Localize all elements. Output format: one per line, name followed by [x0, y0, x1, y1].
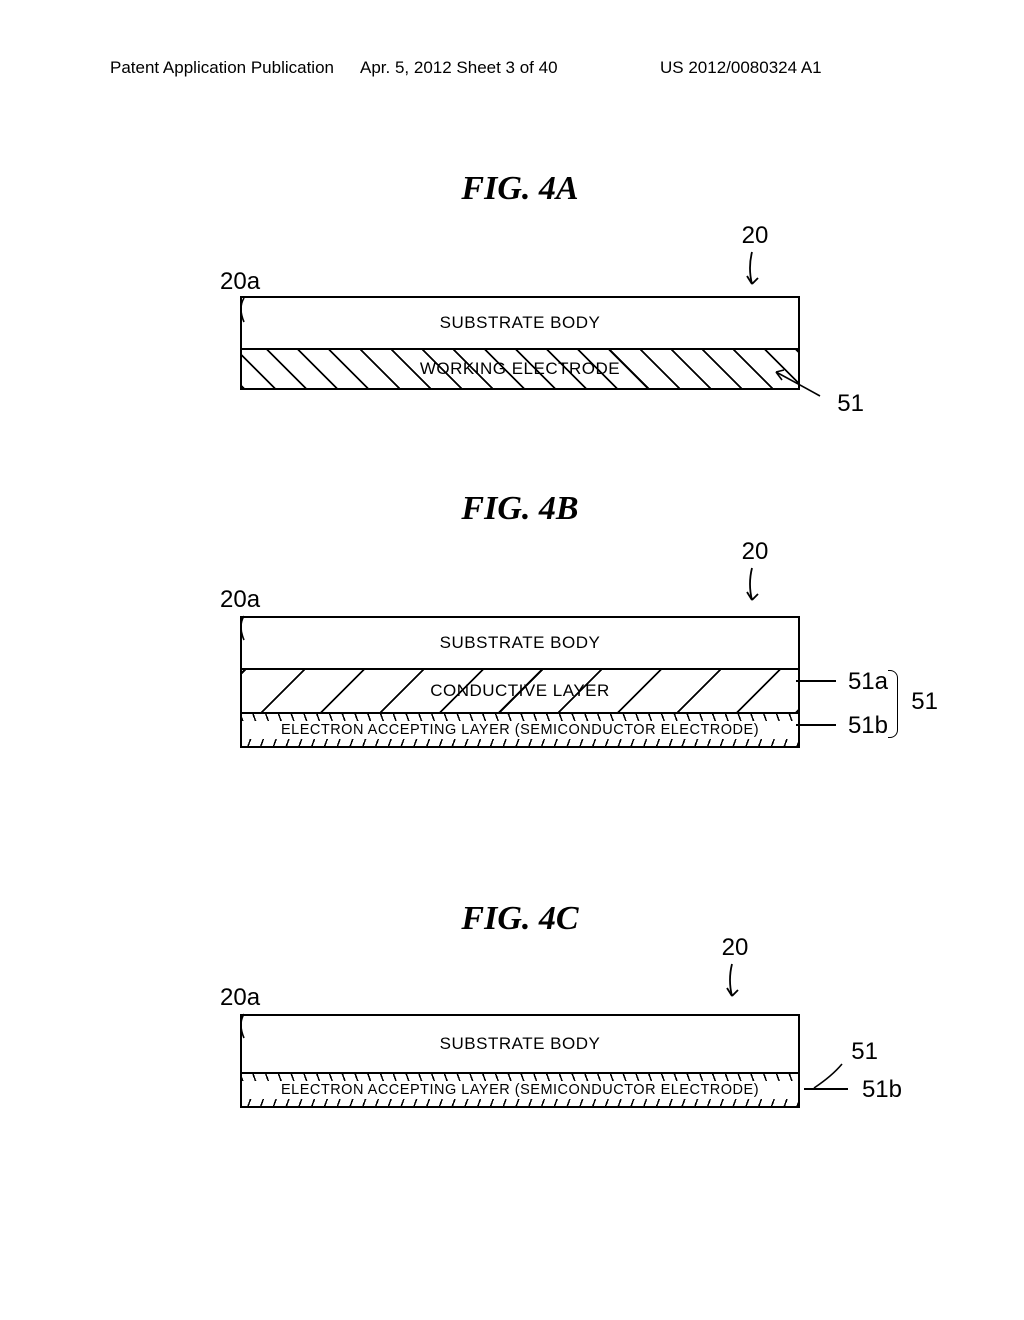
arrow-down-icon — [720, 962, 750, 1006]
fig-4c-stack: SUBSTRATE BODY ELECTRON ACCEPTING LAYER … — [240, 1014, 800, 1108]
electron-layer-b: ELECTRON ACCEPTING LAYER (SEMICONDUCTOR … — [242, 712, 798, 746]
arrow-down-icon — [740, 250, 770, 294]
ref-20: 20 — [740, 222, 770, 294]
substrate-body: SUBSTRATE BODY — [242, 298, 798, 348]
electron-b-text: ELECTRON ACCEPTING LAYER (SEMICONDUCTOR … — [281, 713, 759, 747]
ref-20a-b: 20a — [220, 586, 260, 614]
fig-4a-stack: SUBSTRATE BODY WORKING ELECTRODE — [240, 296, 800, 390]
lead-51b-c — [804, 1088, 848, 1090]
conductive-layer: CONDUCTIVE LAYER — [242, 668, 798, 712]
electron-layer-c: ELECTRON ACCEPTING LAYER (SEMICONDUCTOR … — [242, 1072, 798, 1106]
working-text: WORKING ELECTRODE — [420, 359, 620, 379]
lead-51a — [796, 680, 836, 682]
substrate-c-text: SUBSTRATE BODY — [440, 1034, 601, 1054]
substrate-text: SUBSTRATE BODY — [440, 313, 601, 333]
figure-4c: FIG. 4C 20 20a SUBSTRATE BODY ELECTRON A… — [180, 900, 860, 1108]
ref-20a: 20a — [220, 268, 260, 296]
ref-51b-c: 51b — [862, 1076, 902, 1104]
arrow-down-icon — [740, 566, 770, 610]
header-left: Patent Application Publication — [110, 58, 334, 78]
working-electrode: WORKING ELECTRODE — [242, 348, 798, 388]
electron-c-text: ELECTRON ACCEPTING LAYER (SEMICONDUCTOR … — [281, 1073, 759, 1107]
lead-51b — [796, 724, 836, 726]
lead-51 — [772, 368, 832, 404]
substrate-b-text: SUBSTRATE BODY — [440, 633, 601, 653]
ref-20-text: 20 — [740, 222, 770, 250]
ref-20a-c: 20a — [220, 984, 260, 1012]
ref-51b: 51b — [848, 712, 888, 740]
ref-51-b: 51 — [911, 688, 938, 716]
substrate-body-b: SUBSTRATE BODY — [242, 618, 798, 668]
fig-4b-stack: SUBSTRATE BODY CONDUCTIVE LAYER ELECTRON… — [240, 616, 800, 748]
fig-4b-title: FIG. 4B — [180, 490, 860, 528]
conductive-text: CONDUCTIVE LAYER — [430, 681, 610, 701]
brace-51 — [888, 670, 898, 738]
ref-20-b: 20 — [740, 538, 770, 610]
figure-4a: FIG. 4A 20 20a SUBSTRATE BODY WORKING EL… — [180, 170, 860, 390]
lead-51-c-icon — [808, 1062, 848, 1098]
ref-51a: 51a — [848, 668, 888, 696]
ref-20-c: 20 — [720, 934, 750, 1006]
ref-51: 51 — [837, 390, 864, 418]
ref-20-c-text: 20 — [720, 934, 750, 962]
fig-4c-title: FIG. 4C — [180, 900, 860, 938]
ref-20-b-text: 20 — [740, 538, 770, 566]
figure-4b: FIG. 4B 20 20a SUBSTRATE BODY CONDUCTIVE… — [180, 490, 860, 748]
ref-51-c: 51 — [851, 1038, 878, 1066]
header-right: US 2012/0080324 A1 — [660, 58, 822, 78]
fig-4a-title: FIG. 4A — [180, 170, 860, 208]
header-mid: Apr. 5, 2012 Sheet 3 of 40 — [360, 58, 558, 78]
substrate-body-c: SUBSTRATE BODY — [242, 1016, 798, 1072]
